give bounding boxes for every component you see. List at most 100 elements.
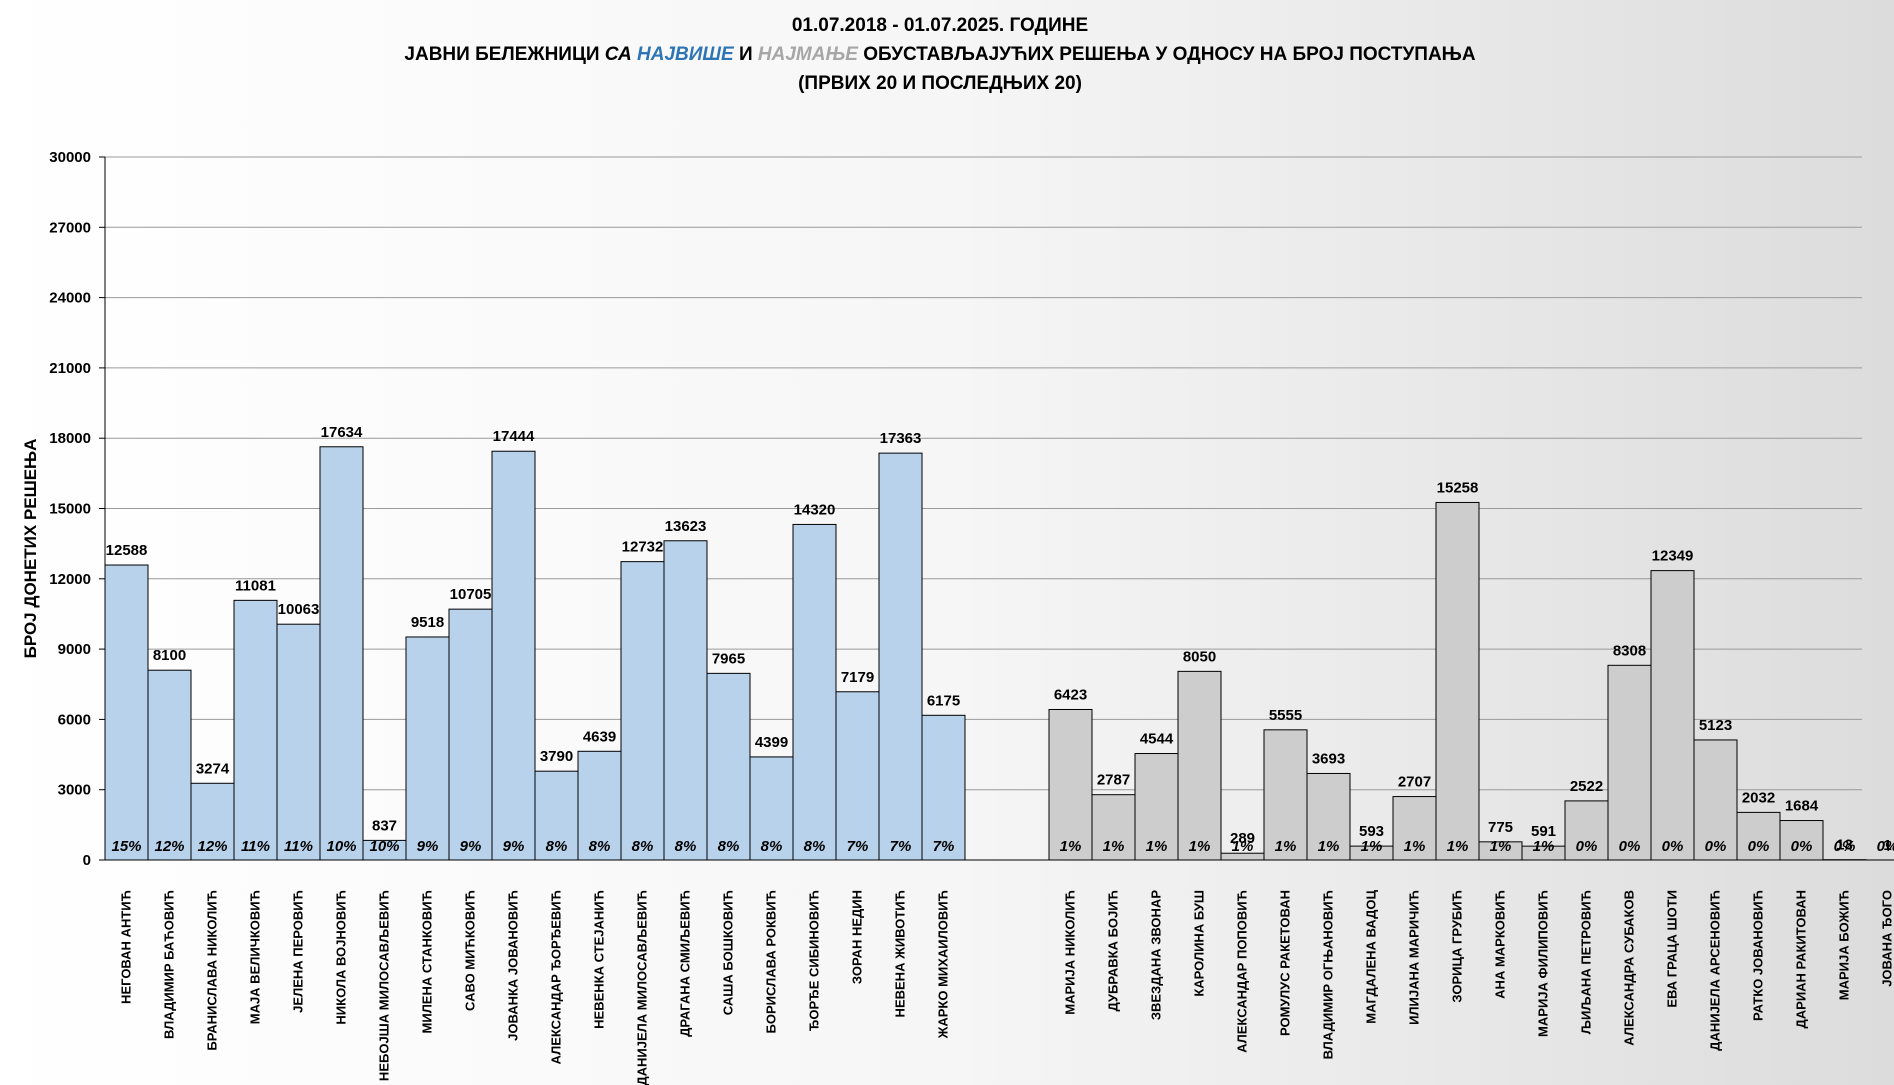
percent-label: 1% <box>1103 838 1125 855</box>
bar-top-18 <box>878 452 923 861</box>
percent-label: 1% <box>1361 838 1383 855</box>
bar-bottom-14 <box>1650 570 1695 861</box>
percent-label: 15% <box>111 838 141 855</box>
value-label: 2032 <box>1742 789 1775 806</box>
category-labels: НЕГОВАН АНТИЋ ВЛАДИМИР БАЋОВИЋ БРАНИСЛАВА … <box>119 889 1894 1085</box>
category-label: БРАНИСЛАВА НИКОЛИЋ <box>205 890 220 1051</box>
value-label: 12588 <box>106 542 148 559</box>
y-tick-label: 0 <box>83 852 91 869</box>
percent-label: 0% <box>1748 838 1770 855</box>
bar-bottom-9 <box>1435 501 1480 861</box>
y-tick-label: 9000 <box>58 641 91 658</box>
value-label: 8050 <box>1183 648 1216 665</box>
bar-bottom-1 <box>1091 794 1136 861</box>
percent-label: 7% <box>847 838 869 855</box>
percent-label: 1% <box>1232 838 1254 855</box>
value-label: 17444 <box>493 428 535 445</box>
category-label: МАРИЈА НИКОЛИЋ <box>1063 890 1078 1015</box>
category-label: МАРИЈА ФИЛИПОВИЋ <box>1536 890 1551 1037</box>
value-label: 1684 <box>1785 798 1819 815</box>
bar-top-19 <box>921 714 966 861</box>
category-label: АЛЕКСАНДАР ПОПОВИЋ <box>1235 890 1250 1053</box>
value-label: 3693 <box>1312 750 1345 767</box>
category-label: ЗВЕЗДАНА ЗВОНАР <box>1149 890 1164 1020</box>
bar-bottom-16 <box>1736 811 1781 861</box>
percent-label: 10% <box>326 838 356 855</box>
percent-label: 10% <box>369 838 399 855</box>
y-tick-label: 6000 <box>58 711 91 728</box>
category-label: НИКОЛА ВОЈНОВИЋ <box>334 890 349 1025</box>
value-label: 12732 <box>622 539 664 556</box>
percent-label: 1% <box>1490 838 1512 855</box>
value-label: 2787 <box>1097 772 1130 789</box>
percent-label: 9% <box>417 838 439 855</box>
value-label: 4544 <box>1140 731 1174 748</box>
value-label: 17363 <box>880 430 922 447</box>
y-tick-label: 21000 <box>49 360 91 377</box>
title-part-4: И <box>734 44 758 65</box>
bar-top-10 <box>534 770 579 861</box>
value-label: 9518 <box>411 614 444 631</box>
value-label: 289 <box>1230 830 1255 847</box>
value-label: 1 <box>1883 837 1891 854</box>
bar-bottom-5 <box>1263 729 1308 861</box>
bar-top-11 <box>577 750 622 861</box>
category-label: КАРОЛИНА БУШ <box>1192 890 1207 997</box>
category-label: ДРАГАНА СМИЉЕВИЋ <box>678 890 693 1037</box>
percent-label: 11% <box>241 838 270 855</box>
y-tick-label: 18000 <box>49 430 91 447</box>
category-label: МАРИЈА БОЖИЋ <box>1837 890 1852 1000</box>
category-label: ИЛИЈАНА МАРИЧИЋ <box>1407 890 1422 1025</box>
category-label: ЕВА ГРАЦА ШОТИ <box>1665 890 1680 1008</box>
category-label: РОМУЛУС РАКЕТОВАН <box>1278 890 1293 1036</box>
value-label: 591 <box>1531 823 1556 840</box>
category-label: ЈОВАНКА ЈОВАНОВИЋ <box>506 890 521 1041</box>
value-label: 17634 <box>321 424 363 441</box>
category-label: ДАРИАН РАКИТОВАН <box>1794 890 1809 1029</box>
value-label: 775 <box>1488 819 1513 836</box>
bar-top-17 <box>835 691 880 861</box>
value-label: 8308 <box>1613 642 1646 659</box>
value-label: 7179 <box>841 669 874 686</box>
value-label: 2707 <box>1398 774 1431 791</box>
category-label: МИЛЕНА СТАНКОВИЋ <box>420 890 435 1033</box>
percent-label: 8% <box>546 838 568 855</box>
y-axis-ticks: 0 3000 6000 9000 12000 15000 18000 21000 24000 27… <box>49 149 105 869</box>
y-tick-label: 15000 <box>49 501 91 518</box>
percent-label: 0% <box>1619 838 1641 855</box>
value-label: 8100 <box>153 647 186 664</box>
percent-label: 0% <box>1791 838 1813 855</box>
category-label: РАТКО ЈОВАНОВИЋ <box>1751 890 1766 1021</box>
percent-label: 8% <box>761 838 783 855</box>
value-label: 15258 <box>1437 479 1479 496</box>
value-label: 10063 <box>278 601 320 618</box>
percent-label: 0% <box>1877 838 1894 855</box>
category-label: САВО МИЋКОВИЋ <box>463 890 478 1011</box>
value-label: 13623 <box>665 518 707 535</box>
percent-label: 12% <box>197 838 227 855</box>
percent-label: 1% <box>1275 838 1297 855</box>
percent-label: 8% <box>804 838 826 855</box>
category-label: ВЛАДИМИР БАЋОВИЋ <box>162 890 177 1039</box>
value-label: 5123 <box>1699 717 1732 734</box>
bar-bottom-3 <box>1177 670 1222 861</box>
category-label: МАГДАЛЕНА ВАДОЦ <box>1364 889 1379 1023</box>
y-tick-label: 30000 <box>49 149 91 166</box>
category-label: АЛЕКСАНДРА СУБАКОВ <box>1622 890 1637 1046</box>
bar-bottom-15 <box>1693 739 1738 861</box>
bar-top-14 <box>706 672 751 861</box>
bar-top-16 <box>792 523 837 861</box>
category-label: НЕБОЈША МИЛОСАВЉЕВИЋ <box>377 890 392 1081</box>
category-label: МАЈА ВЕЛИЧКОВИЋ <box>248 890 263 1024</box>
y-tick-label: 24000 <box>49 290 91 307</box>
category-label: НЕВЕНА ЖИВОТИЋ <box>893 890 908 1017</box>
percent-label: 12% <box>154 838 184 855</box>
y-tick-label: 3000 <box>58 782 91 799</box>
bar-bottom-12 <box>1564 800 1609 861</box>
bar-bottom-0 <box>1048 708 1093 861</box>
category-label: ЖАРКО МИХАИЛОВИЋ <box>936 890 951 1039</box>
bar-top-8 <box>448 608 493 861</box>
title-highlight-least: НАЈМАЊЕ <box>758 44 859 65</box>
percent-label: 1% <box>1318 838 1340 855</box>
category-label: ЉИЉАНА ПЕТРОВИЋ <box>1579 890 1594 1034</box>
